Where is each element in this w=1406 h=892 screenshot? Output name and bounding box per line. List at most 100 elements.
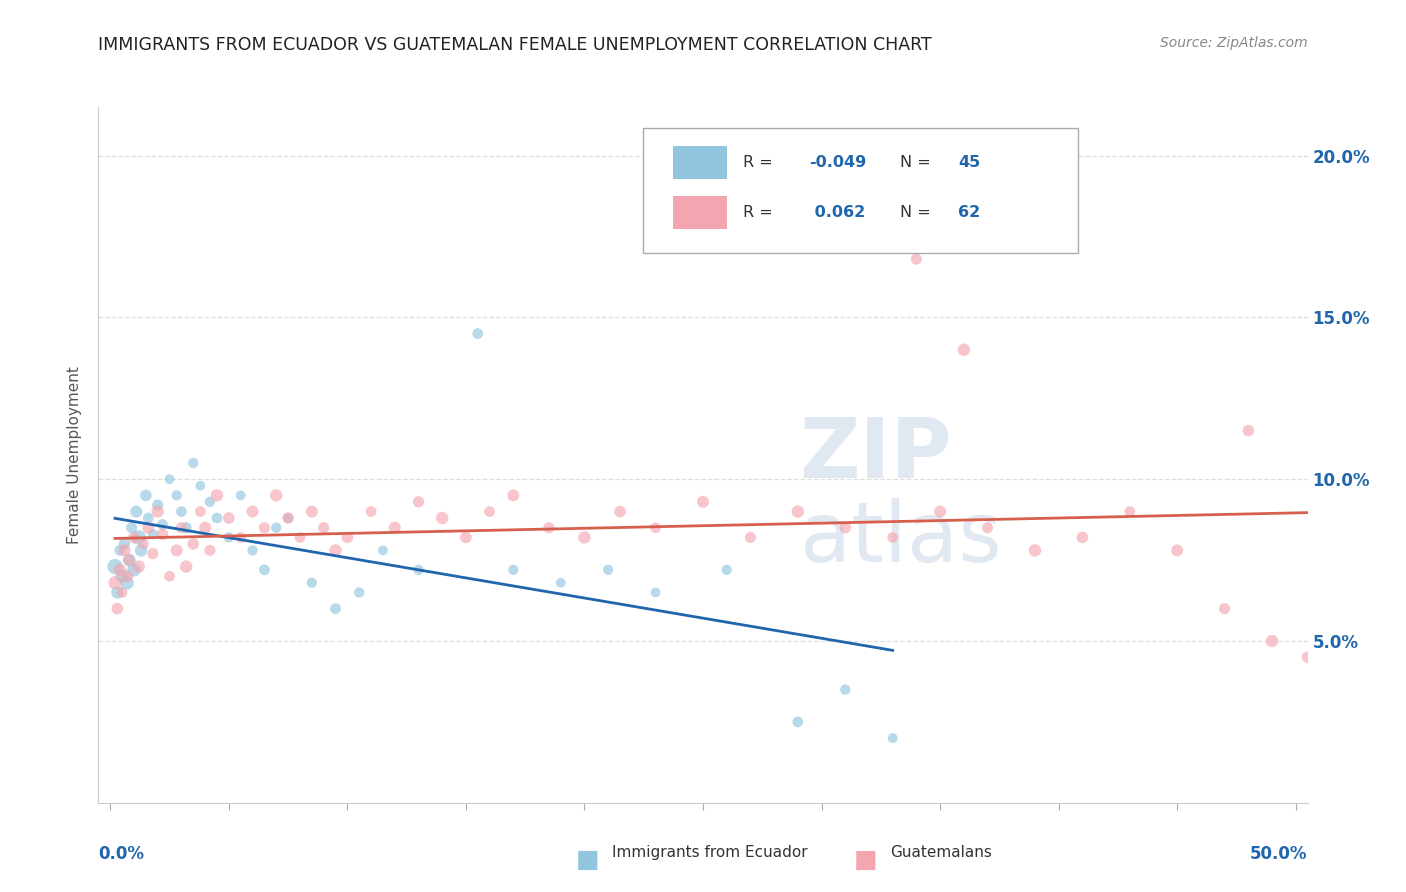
Bar (673, 146, 727, 179)
Point (277, 511, 299, 525)
Text: N =: N = (900, 155, 936, 170)
Point (166, 488, 188, 502)
Point (135, 488, 157, 502)
Point (598, 563, 620, 577)
Point (152, 527, 174, 541)
Point (384, 521, 406, 535)
Point (1213, 601, 1236, 615)
Text: -0.049: -0.049 (810, 155, 866, 170)
Point (122, 531, 145, 545)
Point (882, 531, 904, 545)
Point (128, 559, 150, 574)
Point (301, 575, 323, 590)
Text: 0.062: 0.062 (810, 205, 866, 220)
Point (166, 543, 188, 558)
Point (115, 569, 138, 583)
Point (132, 537, 155, 551)
Text: N =: N = (900, 205, 936, 220)
Point (502, 563, 524, 577)
Text: IMMIGRANTS FROM ECUADOR VS GUATEMALAN FEMALE UNEMPLOYMENT CORRELATION CHART: IMMIGRANTS FROM ECUADOR VS GUATEMALAN FE… (98, 36, 932, 54)
Bar (673, 196, 727, 229)
Point (105, 585, 128, 599)
Point (312, 521, 335, 535)
Point (118, 553, 141, 567)
Point (1166, 543, 1188, 558)
Point (152, 517, 174, 532)
Point (264, 521, 287, 535)
Point (454, 531, 477, 545)
Point (253, 563, 276, 577)
Text: Guatemalans: Guatemalans (890, 845, 993, 860)
Point (229, 488, 252, 502)
Point (644, 521, 666, 535)
Text: 50.0%: 50.0% (1250, 845, 1308, 863)
Point (170, 504, 193, 518)
Point (537, 521, 560, 535)
Text: ZIP: ZIP (800, 415, 952, 495)
Point (194, 521, 217, 535)
Point (574, 531, 596, 545)
Point (218, 531, 240, 545)
Y-axis label: Female Unemployment: Female Unemployment (67, 366, 83, 544)
Text: ■: ■ (855, 848, 877, 872)
Point (170, 521, 193, 535)
Point (692, 495, 714, 509)
Point (136, 511, 159, 525)
Point (1296, 650, 1319, 665)
Point (121, 521, 143, 535)
Point (105, 601, 128, 615)
Point (142, 547, 165, 561)
Text: Source: ZipAtlas.com: Source: ZipAtlas.com (1160, 36, 1308, 50)
Point (128, 531, 150, 545)
Point (242, 543, 264, 558)
Point (325, 601, 347, 615)
Point (347, 585, 370, 599)
Point (301, 504, 323, 518)
Point (786, 714, 808, 729)
Point (1071, 531, 1094, 545)
Point (181, 537, 204, 551)
Point (716, 563, 738, 577)
Point (432, 511, 454, 525)
Point (242, 504, 264, 518)
Point (288, 531, 311, 545)
Text: atlas: atlas (800, 498, 1001, 579)
Point (114, 543, 136, 558)
Point (229, 531, 252, 545)
Point (190, 504, 212, 518)
Point (976, 521, 998, 535)
Point (181, 456, 204, 470)
Point (111, 569, 134, 583)
Point (205, 488, 228, 502)
Point (609, 504, 631, 518)
Text: 0.0%: 0.0% (98, 845, 145, 863)
Point (218, 511, 240, 525)
Point (108, 543, 131, 558)
Point (834, 521, 856, 535)
Point (408, 563, 430, 577)
Point (104, 559, 127, 574)
Point (136, 521, 159, 535)
Point (1024, 543, 1046, 558)
Point (198, 495, 221, 509)
Point (129, 543, 152, 558)
Point (190, 478, 212, 492)
Point (929, 504, 952, 518)
Point (550, 575, 572, 590)
Point (198, 543, 221, 558)
Point (467, 326, 489, 341)
Point (146, 504, 169, 518)
Point (952, 343, 974, 357)
Text: ■: ■ (576, 848, 600, 872)
Text: Immigrants from Ecuador: Immigrants from Ecuador (613, 845, 808, 860)
Point (360, 504, 382, 518)
Point (118, 553, 141, 567)
Point (740, 531, 762, 545)
Point (114, 537, 136, 551)
Point (146, 498, 169, 512)
Point (882, 731, 904, 745)
Point (336, 531, 359, 545)
Point (108, 563, 131, 577)
Point (905, 252, 928, 267)
Point (264, 488, 287, 502)
